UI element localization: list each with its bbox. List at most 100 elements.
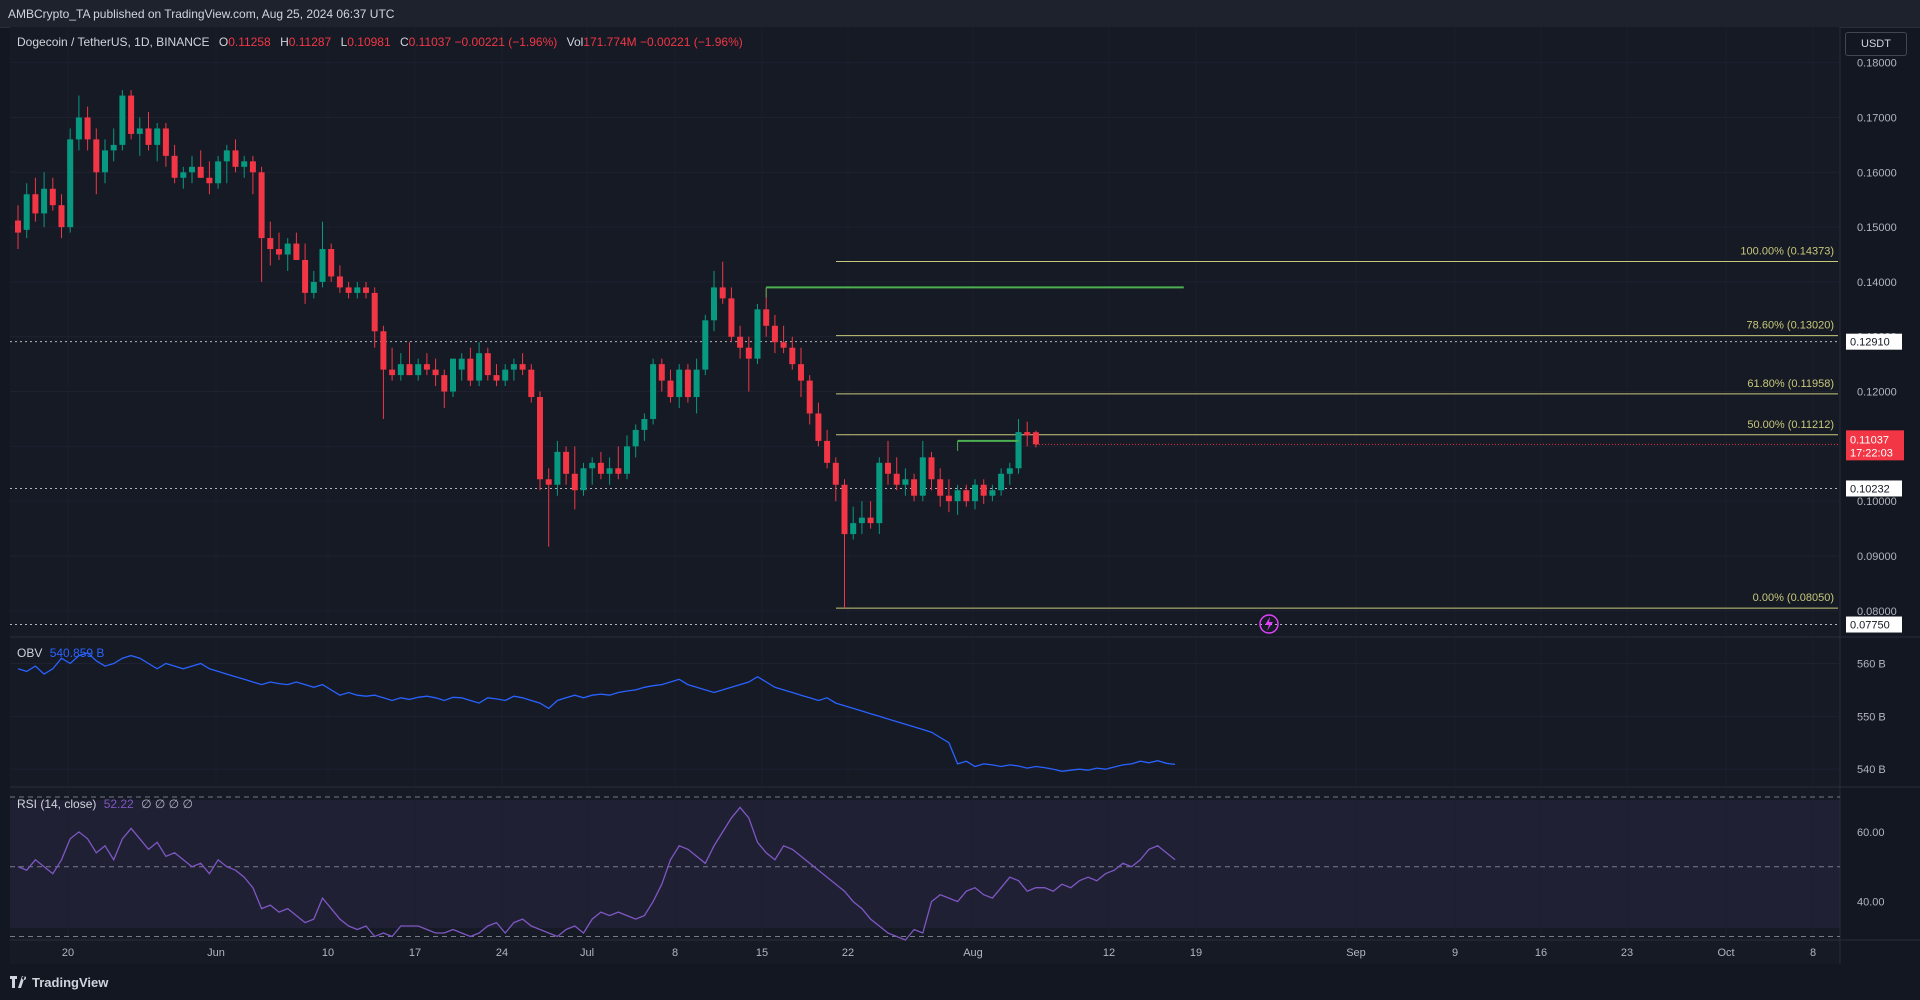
x-tick-label: 22 bbox=[842, 947, 854, 959]
candle-body bbox=[363, 287, 369, 293]
candle-body bbox=[876, 462, 883, 524]
candle-body bbox=[980, 484, 987, 496]
candle-body bbox=[432, 369, 439, 376]
candle-body bbox=[328, 249, 335, 277]
candle-body bbox=[537, 397, 543, 480]
open-value: 0.11258 bbox=[228, 35, 271, 49]
candle-body bbox=[1006, 468, 1013, 474]
low-label: L bbox=[340, 35, 348, 49]
candle-body bbox=[824, 440, 831, 463]
candle-body bbox=[1024, 432, 1031, 436]
candle-body bbox=[885, 462, 891, 474]
y-tick-label: 0.09000 bbox=[1857, 551, 1897, 563]
candle-body bbox=[49, 188, 56, 206]
x-tick-label: Jul bbox=[580, 947, 594, 959]
candle-body bbox=[780, 342, 787, 348]
candle-body bbox=[563, 451, 570, 474]
candle-body bbox=[310, 281, 317, 293]
candle-body bbox=[302, 260, 309, 293]
candle-body bbox=[58, 205, 65, 228]
candle-body bbox=[737, 336, 744, 348]
obv-line bbox=[17, 652, 1176, 772]
candle-body bbox=[215, 161, 222, 184]
fib-level-label: 100.00% (0.14373) bbox=[1740, 245, 1834, 257]
candle-body bbox=[832, 462, 839, 485]
candle-body bbox=[902, 479, 909, 485]
volume-value: 171.774M bbox=[583, 35, 637, 49]
publish-header-text: AMBCrypto_TA published on TradingView.co… bbox=[8, 7, 395, 21]
candle-body bbox=[632, 429, 639, 447]
candle-body bbox=[389, 369, 396, 376]
footer-bar bbox=[0, 965, 1920, 1000]
candle-body bbox=[745, 347, 752, 359]
candle-body bbox=[136, 128, 143, 134]
x-tick-label: 12 bbox=[1103, 947, 1115, 959]
rsi-name[interactable]: RSI (14, close) bbox=[17, 797, 97, 811]
candle-body bbox=[911, 479, 918, 496]
fib-level-label: 61.80% (0.11958) bbox=[1747, 378, 1834, 390]
volume-label: Vol bbox=[566, 35, 584, 49]
candle-body bbox=[815, 413, 822, 441]
candle-body bbox=[1032, 432, 1039, 445]
candle-body bbox=[110, 144, 117, 151]
candle-body bbox=[476, 353, 483, 381]
x-tick-label: 20 bbox=[62, 947, 74, 959]
candle-body bbox=[467, 358, 474, 381]
candle-body bbox=[293, 243, 300, 261]
x-tick-label: 16 bbox=[1535, 947, 1547, 959]
candle-body bbox=[284, 243, 291, 255]
current-price-tag bbox=[1846, 430, 1904, 461]
fib-level-label: 50.00% (0.11212) bbox=[1747, 419, 1834, 431]
level-price-tag bbox=[1846, 616, 1902, 633]
candle-body bbox=[397, 364, 404, 376]
high-label: H bbox=[280, 35, 289, 49]
candle-body bbox=[963, 490, 970, 502]
x-tick-label: 23 bbox=[1621, 947, 1633, 959]
candle-body bbox=[93, 139, 100, 173]
candle-body bbox=[84, 117, 91, 140]
candle-body bbox=[893, 473, 900, 485]
candle-body bbox=[180, 172, 187, 178]
x-tick-label: 17 bbox=[409, 947, 421, 959]
candle-body bbox=[937, 479, 944, 496]
y-tick-label: 0.08000 bbox=[1857, 606, 1897, 618]
level-price-label: 0.07750 bbox=[1850, 620, 1890, 632]
candle-body bbox=[267, 238, 274, 250]
candle-body bbox=[771, 325, 778, 343]
candle-body bbox=[206, 177, 213, 184]
countdown-label: 17:22:03 bbox=[1850, 447, 1893, 459]
brand-name: TradingView bbox=[32, 975, 109, 990]
candle-body bbox=[728, 298, 735, 337]
volume-change: −0.00221 (−1.96%) bbox=[640, 35, 743, 49]
candle-body bbox=[615, 468, 622, 474]
symbol-name[interactable]: Dogecoin / TetherUS, 1D, BINANCE bbox=[17, 35, 210, 49]
candle-body bbox=[450, 358, 456, 392]
obv-legend: OBV 540.859 B bbox=[17, 646, 104, 660]
candle-body bbox=[415, 364, 422, 376]
candle-body bbox=[484, 353, 491, 376]
candle-body bbox=[972, 484, 978, 502]
candle-body bbox=[589, 462, 596, 469]
candle-body bbox=[423, 364, 430, 370]
y-tick-label: 0.10000 bbox=[1857, 496, 1897, 508]
candle-body bbox=[624, 446, 630, 474]
obv-y-tick-label: 540 B bbox=[1857, 764, 1886, 776]
rsi-line bbox=[17, 806, 1176, 941]
candle-body bbox=[798, 364, 804, 381]
rsi-legend: RSI (14, close) 52.22 ∅ ∅ ∅ ∅ bbox=[17, 797, 193, 811]
currency-button[interactable]: USDT bbox=[1845, 32, 1907, 56]
candle-body bbox=[154, 128, 161, 145]
candle-body bbox=[763, 309, 770, 326]
candle-body bbox=[345, 287, 352, 293]
tradingview-logo[interactable]: TradingView bbox=[10, 975, 108, 990]
candle-body bbox=[998, 473, 1005, 491]
low-value: 0.10981 bbox=[347, 35, 391, 49]
candle-body bbox=[658, 364, 665, 381]
obv-y-tick-label: 550 B bbox=[1857, 711, 1886, 723]
candle-body bbox=[162, 128, 169, 156]
obv-name[interactable]: OBV bbox=[17, 646, 43, 660]
candle-body bbox=[380, 331, 387, 370]
candle-body bbox=[571, 473, 578, 491]
symbol-legend: Dogecoin / TetherUS, 1D, BINANCE O0.1125… bbox=[17, 35, 743, 49]
